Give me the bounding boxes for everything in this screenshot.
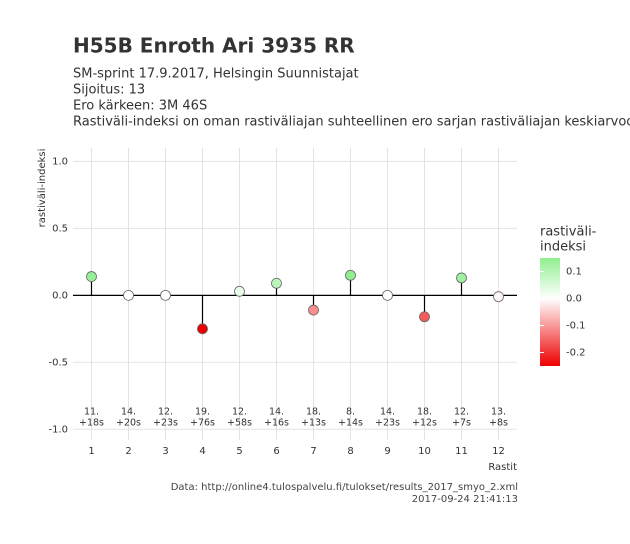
- x-tick-label: 1: [88, 446, 94, 457]
- rank-label: 18.: [306, 407, 321, 418]
- split-label: +20s: [116, 418, 141, 429]
- subtitle: Ero kärkeen: 3M 46S: [73, 99, 207, 114]
- split-label: +23s: [153, 418, 178, 429]
- rank-label: 14.: [269, 407, 284, 418]
- x-tick-label: 5: [236, 446, 242, 457]
- x-tick-label: 9: [384, 446, 390, 457]
- subtitle: SM-sprint 17.9.2017, Helsingin Suunnista…: [73, 67, 359, 82]
- x-tick-label: 8: [347, 446, 353, 457]
- point: [345, 269, 356, 281]
- subtitle: Rastiväli-indeksi on oman rastiväliajan …: [73, 115, 630, 130]
- y-tick-label: 0.0: [52, 290, 68, 301]
- x-tick-label: 7: [310, 446, 316, 457]
- point: [493, 291, 504, 303]
- y-axis-title: rastiväli-indeksi: [37, 149, 48, 228]
- point: [308, 304, 319, 316]
- rank-label: 18.: [417, 407, 432, 418]
- y-tick-label: -0.5: [48, 357, 68, 368]
- point: [86, 271, 97, 282]
- point: [382, 289, 393, 301]
- point: [123, 289, 134, 301]
- split-label: +16s: [264, 418, 289, 429]
- colorbar: [540, 258, 560, 366]
- point: [160, 289, 171, 301]
- x-tick-label: 12: [492, 446, 505, 457]
- split-label: +8s: [489, 418, 508, 429]
- point: [271, 277, 282, 289]
- x-axis-title: Rastit: [488, 462, 517, 473]
- legend-title: rastiväli-: [540, 225, 597, 240]
- split-label: +18s: [79, 418, 104, 429]
- split-label: +7s: [452, 418, 471, 429]
- x-tick-label: 11: [455, 446, 468, 457]
- rank-label: 12.: [454, 407, 469, 418]
- colorbar-label: 0.1: [566, 267, 582, 278]
- split-label: +14s: [338, 418, 363, 429]
- split-label: +58s: [227, 418, 252, 429]
- split-label: +13s: [301, 418, 326, 429]
- rank-label: 8.: [346, 407, 355, 418]
- rank-label: 14.: [121, 407, 136, 418]
- colorbar-label: -0.2: [566, 348, 586, 359]
- colorbar-label: -0.1: [566, 321, 586, 332]
- split-label: +12s: [412, 418, 437, 429]
- point: [234, 285, 245, 297]
- rank-label: 11.: [84, 407, 99, 418]
- subtitle: Sijoitus: 13: [73, 83, 145, 98]
- rank-label: 14.: [380, 407, 395, 418]
- caption: 2017-09-24 21:41:13: [412, 494, 518, 505]
- caption: Data: http://online4.tulospalvelu.fi/tul…: [171, 482, 518, 493]
- x-tick-label: 2: [125, 446, 131, 457]
- x-tick-label: 6: [273, 446, 279, 457]
- y-tick-label: 1.0: [52, 156, 68, 167]
- split-label: +76s: [190, 418, 215, 429]
- rank-label: 19.: [195, 407, 210, 418]
- x-tick-label: 3: [162, 446, 168, 457]
- point: [456, 272, 467, 284]
- x-tick-label: 10: [418, 446, 431, 457]
- point: [197, 323, 208, 335]
- split-label: +23s: [375, 418, 400, 429]
- y-tick-label: -1.0: [48, 424, 68, 435]
- colorbar-label: 0.0: [566, 294, 582, 305]
- rank-label: 12.: [158, 407, 173, 418]
- x-tick-label: 4: [199, 446, 205, 457]
- chart-title: H55B Enroth Ari 3935 RR: [73, 34, 355, 58]
- point: [419, 311, 430, 323]
- rank-label: 12.: [232, 407, 247, 418]
- rank-label: 13.: [491, 407, 506, 418]
- y-tick-label: 0.5: [52, 223, 68, 234]
- legend-title: indeksi: [540, 240, 586, 255]
